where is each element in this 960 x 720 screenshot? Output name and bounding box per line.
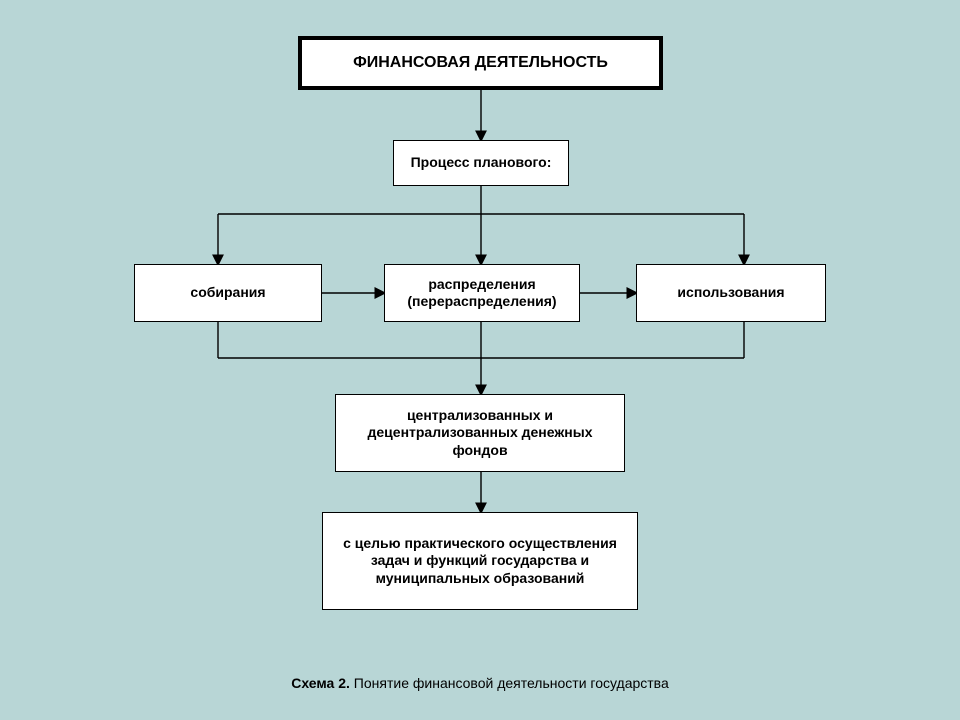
- node-collect-label: собирания: [190, 284, 265, 302]
- node-title: ФИНАНСОВАЯ ДЕЯТЕЛЬНОСТЬ: [298, 36, 663, 90]
- node-use: использования: [636, 264, 826, 322]
- node-funds: централизованных и децентрализованных де…: [335, 394, 625, 472]
- diagram-caption: Схема 2. Понятие финансовой деятельности…: [0, 675, 960, 691]
- caption-prefix: Схема 2.: [291, 675, 350, 691]
- node-goal-label: с целью практического осуществления зада…: [331, 535, 629, 588]
- node-title-label: ФИНАНСОВАЯ ДЕЯТЕЛЬНОСТЬ: [353, 53, 608, 73]
- node-goal: с целью практического осуществления зада…: [322, 512, 638, 610]
- node-process-label: Процесс планового:: [411, 154, 552, 172]
- node-distrib-label: распределения (перераспределения): [393, 276, 571, 311]
- node-funds-label: централизованных и децентрализованных де…: [344, 407, 616, 460]
- flowchart-canvas: [0, 0, 960, 720]
- node-collect: собирания: [134, 264, 322, 322]
- node-process: Процесс планового:: [393, 140, 569, 186]
- caption-text: Понятие финансовой деятельности государс…: [350, 675, 669, 691]
- node-distrib: распределения (перераспределения): [384, 264, 580, 322]
- node-use-label: использования: [677, 284, 784, 302]
